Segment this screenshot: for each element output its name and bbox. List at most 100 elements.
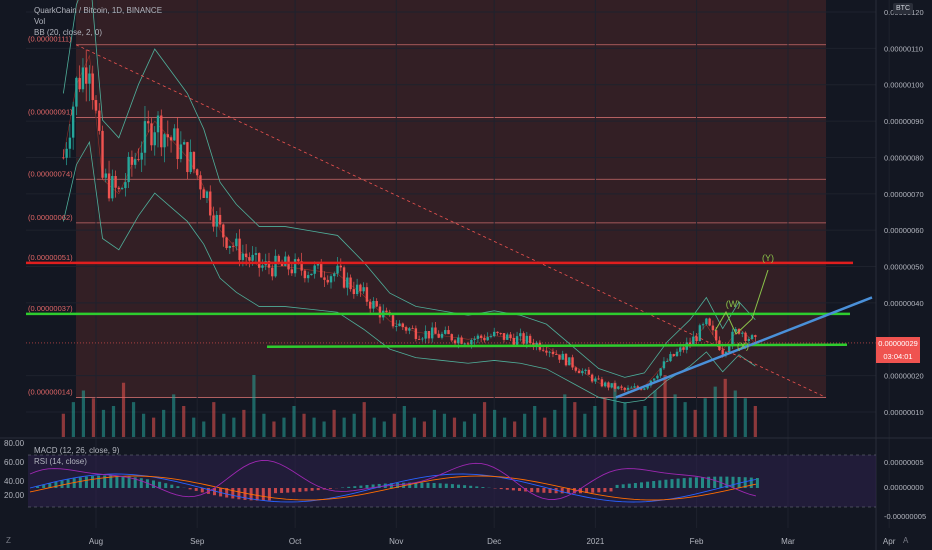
last-price-tag: 0.00000029 xyxy=(876,337,920,350)
candle-body xyxy=(561,353,564,360)
volume-bar xyxy=(282,417,286,437)
drawn-lines[interactable] xyxy=(26,44,876,399)
currency-badge[interactable]: BTC xyxy=(893,3,913,14)
volume-bar xyxy=(121,382,126,437)
candle-body xyxy=(453,340,457,344)
macd-histogram-bar xyxy=(206,488,210,494)
time-tick-label: Sep xyxy=(190,537,205,546)
candle-body xyxy=(646,385,649,389)
candle-body xyxy=(173,128,176,141)
candle-body xyxy=(496,331,499,334)
candle-body xyxy=(522,333,525,344)
macd-histogram-bar xyxy=(408,482,412,488)
macd-histogram-bar xyxy=(640,482,643,488)
price-axis[interactable]: 0.000001200.000001100.000001000.00000090… xyxy=(875,0,924,550)
volume-bar xyxy=(472,413,477,437)
volume-bar xyxy=(91,398,96,437)
candle-body xyxy=(714,330,718,341)
volume-bar xyxy=(61,413,65,437)
bollinger-legend[interactable]: BB (20, close, 2, 0) xyxy=(34,28,103,37)
rsi-tick-label: 80.00 xyxy=(4,439,25,448)
macd-histogram-bar xyxy=(755,478,759,488)
macd-histogram-bar xyxy=(261,488,265,501)
macd-histogram-bar xyxy=(566,488,570,494)
fib-level-label: (0.00000062) xyxy=(28,213,73,222)
candle-body xyxy=(352,289,356,295)
macd-histogram-bar xyxy=(530,488,534,492)
macd-histogram-bar xyxy=(737,476,741,488)
volume-bar xyxy=(141,413,146,437)
candle-body xyxy=(434,327,437,334)
volume-legend[interactable]: Vol xyxy=(34,17,46,26)
volume-bar xyxy=(523,413,527,437)
volume-bar xyxy=(292,406,296,437)
volume-bar xyxy=(81,390,86,437)
time-tick-label: Oct xyxy=(289,537,302,546)
candle-body xyxy=(114,175,117,188)
candle-body xyxy=(137,159,140,160)
macd-histogram-bar xyxy=(609,488,613,492)
volume-bar xyxy=(262,413,266,437)
candle-body xyxy=(280,262,284,266)
macd-histogram-bar xyxy=(511,488,515,491)
bollinger-bands xyxy=(62,0,756,404)
candle-body xyxy=(238,238,241,260)
fib-level-label: (0.00000051) xyxy=(28,253,73,262)
candle-body xyxy=(630,387,633,389)
candle-body xyxy=(558,354,561,360)
macd-histogram-bar xyxy=(749,477,753,488)
macd-histogram-bar xyxy=(420,482,424,488)
zoom-corner-button[interactable]: Z xyxy=(6,536,11,545)
candle-body xyxy=(541,349,545,351)
candle-body xyxy=(91,73,94,101)
macd-histogram-bar xyxy=(579,488,582,494)
candle-body xyxy=(656,375,659,379)
macd-histogram-bar xyxy=(438,483,442,488)
candle-body xyxy=(613,383,617,389)
projected-wave-path xyxy=(714,269,769,335)
macd-histogram-bar xyxy=(475,486,479,488)
candle-body xyxy=(182,142,186,145)
macd-histogram-bar xyxy=(469,485,473,488)
macd-legend[interactable]: MACD (12, 26, close, 9) xyxy=(34,446,120,455)
macd-histogram-bar xyxy=(377,483,381,488)
macd-histogram-bar xyxy=(152,480,155,488)
candle-body xyxy=(166,134,170,138)
macd-histogram-bar xyxy=(682,478,686,488)
macd-histogram-bar xyxy=(658,480,662,488)
candle-body xyxy=(512,337,515,345)
macd-histogram-bar xyxy=(676,478,680,488)
volume-bar xyxy=(422,421,426,437)
macd-histogram-bar xyxy=(664,479,668,488)
candle-body xyxy=(222,224,225,238)
candle-body xyxy=(130,156,134,165)
price-tick-label: 0.00000110 xyxy=(884,44,923,53)
candle-body xyxy=(708,318,711,326)
volume-bar xyxy=(663,375,667,437)
candle-body xyxy=(633,386,636,388)
macd-histogram-bar xyxy=(164,483,168,488)
volume-bar xyxy=(683,402,687,437)
volume-bar xyxy=(412,417,416,437)
symbol-title[interactable]: QuarkChain / Bitcoin, 1D, BINANCE xyxy=(34,6,163,15)
candle-body xyxy=(163,134,166,148)
macd-histogram-bar xyxy=(225,488,229,498)
auto-scale-button[interactable]: A xyxy=(903,536,909,545)
candle-body xyxy=(705,318,708,325)
candle-body xyxy=(430,327,434,339)
macd-histogram-bar xyxy=(84,476,88,488)
time-axis[interactable]: Aug Sep Oct Nov Dec 2021 Feb Mar Apr xyxy=(89,537,896,546)
candle-body xyxy=(571,357,574,368)
price-tick-label: 0.00000070 xyxy=(884,190,924,199)
macd-histogram-bar xyxy=(194,488,198,491)
candle-body xyxy=(209,191,212,216)
macd-histogram-bar xyxy=(725,476,729,488)
wave-label: (X) xyxy=(737,341,749,351)
candle-body xyxy=(251,254,254,261)
rsi-legend[interactable]: RSI (14, close) xyxy=(34,457,87,466)
volume-bar xyxy=(312,417,316,437)
candle-body xyxy=(349,277,352,290)
macd-histogram-bar xyxy=(127,476,131,488)
candle-body xyxy=(241,253,245,260)
